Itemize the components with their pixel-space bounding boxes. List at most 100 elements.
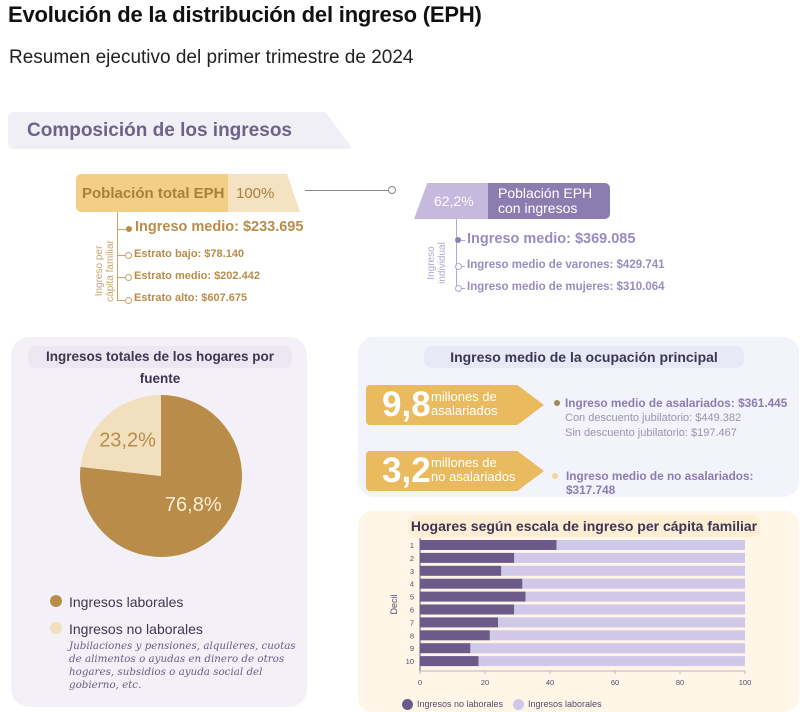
income-population-percent-bg bbox=[414, 183, 488, 219]
bar-segment bbox=[420, 552, 515, 563]
total-population-label: Población total EPH bbox=[82, 185, 225, 202]
x-tick-label: 100 bbox=[739, 678, 752, 687]
section-banner: Composición de los ingresos bbox=[8, 112, 353, 149]
bar-segment bbox=[525, 591, 745, 602]
pie-title: Ingresos totales de los hogares por fuen… bbox=[28, 346, 292, 386]
bar-segment bbox=[556, 540, 745, 550]
label-line: millones de bbox=[431, 389, 497, 404]
salaried-without-discount: Sin descuento jubilatorio: $197.467 bbox=[565, 427, 737, 439]
label-line: no asalariados bbox=[431, 469, 516, 484]
bullet-ring-icon bbox=[125, 297, 132, 304]
total-population-percent-bg bbox=[228, 174, 300, 212]
label-line: millones de bbox=[431, 455, 497, 470]
y-tick-label: 5 bbox=[410, 593, 414, 602]
bullet-filled-icon bbox=[552, 473, 558, 479]
pie-label: 23,2% bbox=[99, 430, 156, 452]
non-salaried-badge bbox=[366, 451, 544, 491]
per-capita-axis-label: Ingreso per cápita familiar bbox=[94, 226, 116, 316]
section-title: Composición de los ingresos bbox=[27, 120, 292, 141]
total-population-label-bg bbox=[76, 174, 228, 212]
income-population-percent: 62,2% bbox=[434, 193, 474, 209]
bullet-ring-icon bbox=[455, 263, 462, 270]
legend-dot-no-laborales bbox=[50, 622, 62, 634]
axis-label-line: individual bbox=[437, 242, 448, 284]
non-salaried-income: Ingreso medio de no asalariados: $317.74… bbox=[566, 469, 754, 497]
pie-chart: 76,8% 23,2% bbox=[80, 395, 242, 557]
label-line: Población EPH bbox=[498, 185, 593, 201]
bullet-ring-icon bbox=[125, 274, 132, 281]
bullet-filled-icon bbox=[126, 226, 132, 232]
axis-label-line: cápita familiar bbox=[105, 240, 116, 302]
non-salaried-number: 3,2 bbox=[382, 451, 431, 490]
bar-segment bbox=[522, 578, 745, 589]
legend-label: Ingresos laborales bbox=[528, 699, 602, 709]
bar-chart-title: Hogares según escala de ingreso per cápi… bbox=[408, 515, 760, 537]
page-subtitle: Resumen ejecutivo del primer trimestre d… bbox=[9, 47, 414, 68]
y-tick-label: 7 bbox=[410, 618, 414, 627]
list-item: Estrato bajo: $78.140 bbox=[134, 248, 245, 260]
non-salaried-label: millones de no asalariados bbox=[431, 456, 516, 484]
pie-label: 76,8% bbox=[165, 494, 222, 516]
bar-segment bbox=[514, 552, 745, 563]
y-tick-label: 3 bbox=[410, 567, 414, 576]
x-tick-label: 80 bbox=[676, 678, 684, 687]
legend-dot-laborales bbox=[513, 699, 524, 710]
bar-segment bbox=[498, 617, 745, 628]
legend-dot-laborales bbox=[50, 595, 62, 607]
label-line: asalariados bbox=[431, 403, 498, 418]
list-item: Ingreso medio: $233.695 bbox=[135, 219, 304, 235]
legend-label: Ingresos no laborales bbox=[417, 699, 504, 709]
salaried-with-discount: Con descuento jubilatorio: $449.382 bbox=[565, 412, 742, 424]
tree-branch bbox=[117, 277, 126, 278]
list-item: Ingreso medio: $369.085 bbox=[467, 231, 636, 247]
total-population-box: Población total EPH 100% bbox=[76, 174, 300, 212]
list-item: Ingreso medio de mujeres: $310.064 bbox=[467, 281, 665, 293]
salaried-income: Ingreso medio de asalariados: $361.445 bbox=[565, 396, 788, 410]
legend-label: Ingresos laborales bbox=[69, 594, 184, 610]
salaried-number: 9,8 bbox=[382, 385, 431, 424]
total-population-percent: 100% bbox=[236, 185, 275, 202]
x-tick-label: 60 bbox=[611, 678, 619, 687]
occupation-title: Ingreso medio de la ocupación principal bbox=[424, 346, 744, 368]
connector-line bbox=[305, 190, 390, 191]
list-item: Estrato medio: $202.442 bbox=[134, 270, 260, 282]
legend-note: Jubilaciones y pensiones, alquileres, cu… bbox=[69, 640, 296, 691]
page-title: Evolución de la distribución del ingreso… bbox=[8, 2, 482, 27]
bar-segment bbox=[420, 604, 515, 615]
bar-segment bbox=[420, 591, 526, 602]
list-item: Ingreso medio de varones: $429.741 bbox=[467, 259, 665, 271]
y-tick-label: 2 bbox=[410, 554, 414, 563]
tree-line bbox=[117, 212, 118, 301]
label-line: con ingresos bbox=[498, 200, 578, 216]
y-tick-label: 6 bbox=[410, 606, 414, 615]
salaried-badge bbox=[366, 385, 544, 425]
income-population-box: 62,2% Población EPH con ingresos bbox=[414, 183, 610, 219]
bar-segment bbox=[420, 656, 479, 667]
bar-segment bbox=[478, 656, 745, 667]
bar-segment bbox=[420, 578, 523, 589]
x-tick-label: 40 bbox=[546, 678, 554, 687]
y-axis-label: Decil bbox=[389, 594, 399, 614]
axis-label-line: Ingreso per bbox=[94, 245, 105, 297]
tree-branch bbox=[117, 229, 127, 230]
y-tick-label: 4 bbox=[410, 580, 414, 589]
list-item: Estrato alto: $607.675 bbox=[134, 292, 248, 304]
bar-segment bbox=[420, 617, 498, 628]
bar-segment bbox=[420, 630, 490, 641]
individual-axis-label: Ingreso individual bbox=[426, 227, 448, 299]
bar-segment bbox=[514, 604, 745, 615]
x-tick-label: 20 bbox=[481, 678, 489, 687]
y-tick-label: 1 bbox=[410, 541, 414, 550]
bar-segment bbox=[420, 643, 471, 654]
bar-segment bbox=[470, 643, 745, 654]
pie-slice bbox=[80, 395, 161, 476]
salaried-label: millones de asalariados bbox=[431, 390, 498, 418]
y-tick-label: 8 bbox=[410, 631, 414, 640]
income-population-label: Población EPH con ingresos bbox=[498, 186, 592, 216]
legend-dot-no-laborales bbox=[402, 699, 413, 710]
y-tick-label: 10 bbox=[406, 657, 414, 666]
tree-line bbox=[456, 219, 457, 289]
bar-segment bbox=[420, 565, 502, 576]
bar-segment bbox=[420, 540, 557, 550]
